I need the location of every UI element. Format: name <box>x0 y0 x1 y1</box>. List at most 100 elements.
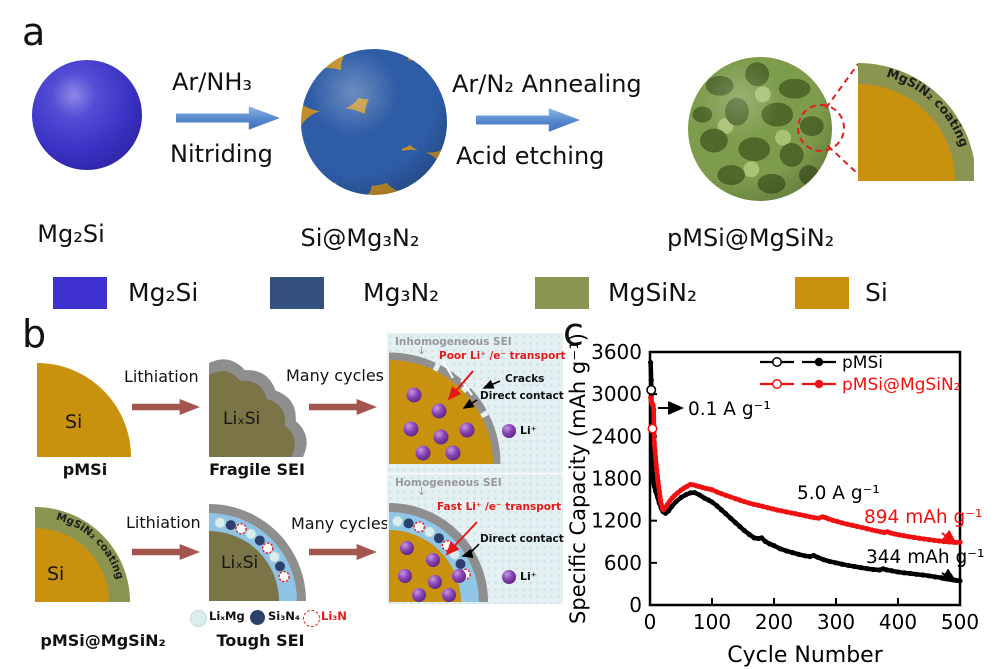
data-point <box>741 498 747 505</box>
data-point <box>771 543 777 549</box>
annotation-arrow-2 <box>940 529 958 546</box>
data-point <box>926 573 932 579</box>
data-point <box>907 570 913 577</box>
data-point <box>737 497 743 503</box>
li3n-label: Li₃N <box>321 609 347 623</box>
mg2si-sphere <box>32 60 142 170</box>
legend-label-0: pMSi <box>842 353 883 373</box>
product2-label: Si@Mg₃N₂ <box>300 224 420 252</box>
legend-swatch-mgsin2 <box>535 277 589 309</box>
legend-label-mg3n2: Mg₃N₂ <box>363 278 440 307</box>
data-point <box>709 499 715 505</box>
data-point <box>651 483 657 489</box>
data-point <box>654 473 661 479</box>
legend-label-si: Si <box>865 278 888 307</box>
data-point <box>669 504 675 510</box>
pmsi-name: pMSi <box>62 460 108 479</box>
data-point <box>751 535 757 541</box>
data-point <box>741 527 747 534</box>
pmsi-quarter: Si <box>37 363 131 457</box>
data-point <box>858 565 864 571</box>
data-point <box>648 359 654 366</box>
lithiation-arrow-1 <box>132 399 200 415</box>
data-point <box>651 407 657 413</box>
data-point <box>723 511 729 517</box>
li3n-icon <box>303 610 320 627</box>
direct-contact-arrow-2 <box>461 543 480 558</box>
data-point <box>652 488 659 494</box>
data-point <box>797 512 803 518</box>
step1-process-label: Nitriding <box>170 140 273 168</box>
data-point <box>807 514 813 520</box>
data-point <box>778 508 785 514</box>
data-point <box>678 494 684 501</box>
legend-swatch-si <box>795 277 849 309</box>
direct-contact-arrow-1 <box>462 398 478 409</box>
data-point <box>655 478 661 484</box>
x-tick-label: 200 <box>755 610 793 634</box>
data-point <box>896 532 902 538</box>
coated-pmsi-name: pMSi@MgSiN₂ <box>40 631 166 650</box>
si-mg3n2-sphere <box>301 49 447 195</box>
data-point <box>746 500 752 506</box>
data-point <box>793 511 799 517</box>
data-point <box>732 520 739 526</box>
data-point <box>911 534 917 541</box>
coated-pmsi-quarter: MgSiN₂ coating Si <box>35 507 130 602</box>
data-point <box>941 538 947 545</box>
cracks-arrow <box>482 379 501 389</box>
data-point <box>746 531 752 537</box>
legend-open-marker <box>772 379 782 389</box>
data-point <box>936 538 942 544</box>
annotation-1: 5.0 A g⁻¹ <box>797 483 880 504</box>
data-point <box>723 492 729 498</box>
y-tick-label: 0 <box>629 593 642 617</box>
data-point <box>811 515 817 521</box>
data-point <box>770 506 776 512</box>
data-point <box>701 495 708 501</box>
data-point <box>652 447 658 453</box>
data-point <box>651 440 657 446</box>
data-point <box>901 533 907 539</box>
fragile-sei-quarter: LiₓSi <box>209 359 307 457</box>
data-point <box>650 478 656 484</box>
li-ion-label-1: Li⁺ <box>520 424 537 437</box>
inhomogeneous-sei-graphic <box>388 352 516 465</box>
lixmg-icon <box>190 610 207 627</box>
box2-title: Homogeneous SEI <box>395 477 502 489</box>
data-point <box>683 492 689 498</box>
data-point <box>901 570 907 576</box>
data-point <box>834 518 840 525</box>
annotation-0: 0.1 A g⁻¹ <box>688 399 771 420</box>
data-point <box>884 567 890 573</box>
data-point <box>783 548 789 554</box>
data-point <box>906 534 912 540</box>
tough-sei-name: Tough SEI <box>216 631 305 650</box>
data-point <box>777 546 783 552</box>
data-point <box>932 574 938 580</box>
li-ion-label-2: Li⁺ <box>520 570 537 583</box>
y-tick-label: 1800 <box>591 467 642 491</box>
data-point <box>657 493 663 499</box>
many-cycles-label-1: Many cycles <box>286 366 384 385</box>
data-point <box>650 402 656 409</box>
data-point <box>887 530 894 536</box>
step2-arrow <box>476 108 580 132</box>
data-point <box>697 492 703 498</box>
homogeneous-sei-box: Homogeneous SEI ↓ Fast Li⁺ /e⁻ transport… <box>387 474 564 604</box>
data-point <box>821 557 827 563</box>
cracks-label: Cracks <box>505 373 545 385</box>
data-point <box>709 487 715 493</box>
y-tick-label: 2400 <box>591 424 642 448</box>
data-point <box>648 377 654 383</box>
si3n4-icon <box>250 610 265 625</box>
data-point <box>839 520 845 526</box>
x-axis-label: Cycle Number <box>727 643 883 668</box>
si3n4-label: Si₃N₄ <box>268 609 300 623</box>
data-point <box>802 553 808 559</box>
data-point <box>658 501 664 507</box>
data-point <box>926 537 932 543</box>
x-tick-label: 100 <box>693 610 731 634</box>
fast-transport-arrow <box>445 521 478 556</box>
